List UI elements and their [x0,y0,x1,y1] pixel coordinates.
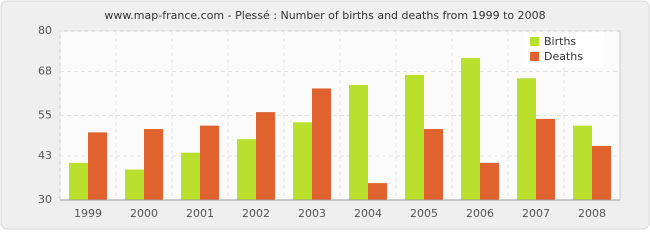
bar [480,162,499,200]
x-tick-label: 2006 [466,207,494,220]
x-tick-label: 2005 [410,207,438,220]
bar [256,112,275,200]
bar [181,152,200,200]
bar [592,145,611,200]
bar [424,129,443,200]
y-tick-label: 55 [38,109,52,122]
bar [200,125,219,200]
x-tick-label: 2004 [354,207,382,220]
bar [573,125,592,200]
y-tick-label: 30 [38,193,52,206]
y-tick-label: 80 [38,24,52,37]
legend-swatch [530,37,539,46]
x-tick-label: 2008 [578,207,606,220]
y-tick-label: 68 [38,65,52,78]
bar [312,88,331,200]
x-tick-label: 1999 [74,207,102,220]
chart: www.map-france.com - Plessé : Number of … [0,0,650,230]
bar [144,129,163,200]
bar [69,162,88,200]
x-tick-label: 2003 [298,207,326,220]
legend-swatch [530,52,539,61]
bar [125,169,144,200]
y-tick-label: 43 [38,149,52,162]
x-tick-label: 2000 [130,207,158,220]
x-tick-label: 2001 [186,207,214,220]
bar [349,85,368,200]
bar [237,139,256,200]
bar [88,132,107,200]
x-tick-label: 2002 [242,207,270,220]
bar [517,78,536,200]
x-tick-label: 2007 [522,207,550,220]
bar [293,122,312,200]
bar [405,74,424,200]
legend-label: Deaths [544,50,583,63]
bar [536,118,555,200]
chart-title: www.map-france.com - Plessé : Number of … [104,9,545,22]
legend-label: Births [544,35,576,48]
bar [461,58,480,200]
bar [368,183,387,200]
